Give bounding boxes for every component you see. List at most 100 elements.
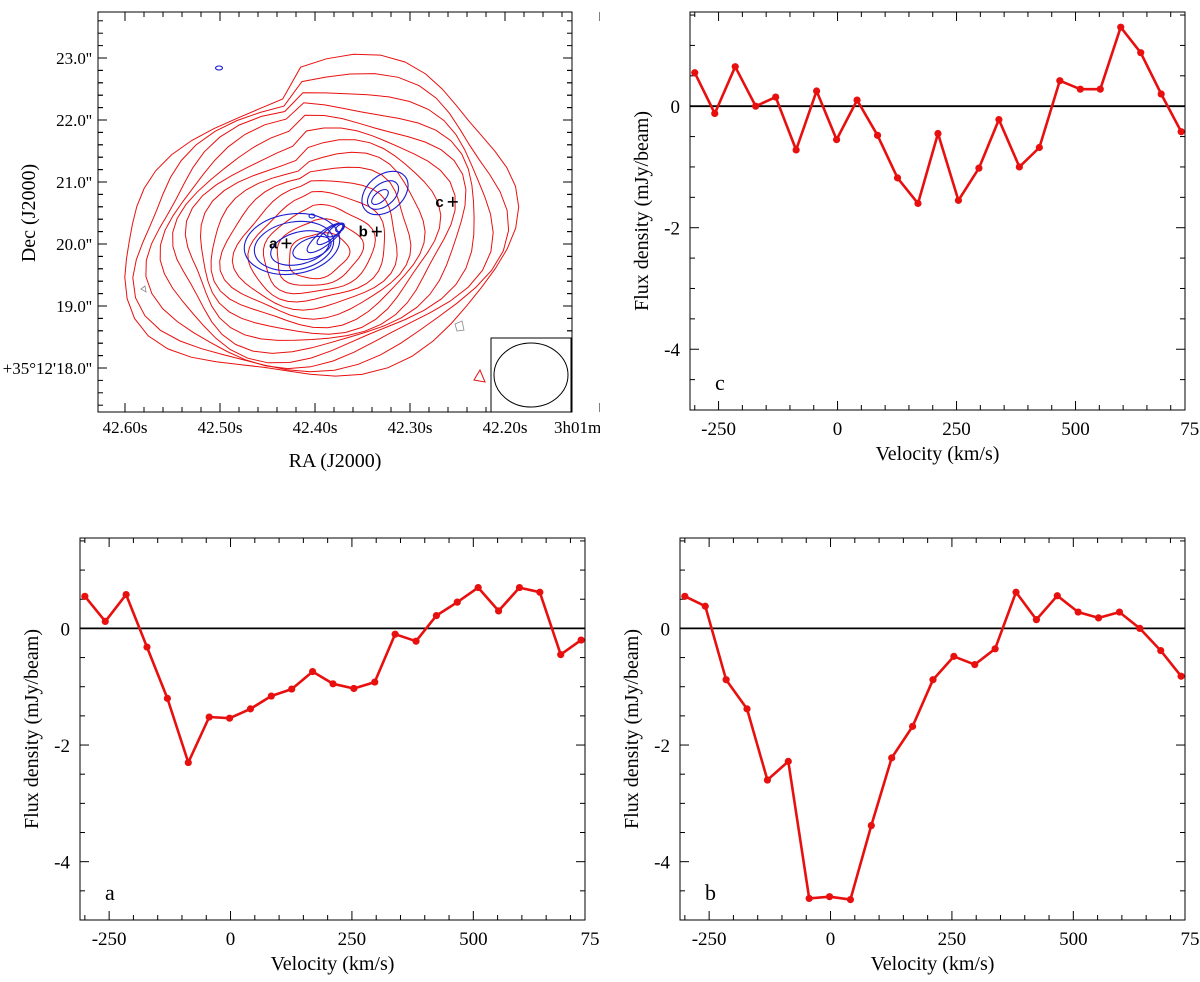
data-point [784,757,792,765]
red-contour [210,151,426,329]
blue-contour [243,213,341,275]
map-x-tick-labels: 42.60s 42.50s 42.40s 42.30s 42.20s 3h01m42.10… [103,418,600,437]
data-point [832,136,841,144]
contour-map: a b c 42.60s 42.50s 42.40s 42.30s 42.20s 3h01m4… [3,11,600,472]
data-point [371,678,379,686]
beam-ellipse [493,342,569,408]
panel-label: c [715,370,725,395]
red-contour [145,92,494,370]
y-axis-label: Flux density (mJy/beam) [621,629,643,829]
y-tick-label: -4 [654,853,670,874]
map-y-tick-label: 23.0'' [56,49,92,68]
x-tick-label: 0 [833,419,843,440]
data-point [681,592,689,600]
data-point [1157,90,1165,98]
data-point [873,131,882,139]
data-point [1032,616,1041,624]
data-point [995,115,1003,124]
data-point [772,93,780,101]
blue-contour [253,220,335,272]
marker-label-b: b [359,224,368,241]
panel-label: b [705,880,716,905]
x-tick-label: 0 [226,929,236,950]
data-point [1177,672,1185,680]
y-tick-label: -2 [664,219,680,240]
red-contour [159,102,475,364]
blue-contour [214,65,224,71]
blue-contour [335,223,345,233]
data-point [329,680,337,688]
data-point [929,676,937,684]
data-point [813,87,821,95]
data-point [805,894,813,903]
data-point [1012,588,1020,596]
position-markers: a b c [269,194,458,252]
spectrum-line [83,586,582,764]
y-tick-label: -2 [654,736,670,757]
data-point [722,676,730,684]
x-axis-label: Velocity (km/s) [271,953,395,975]
data-point [143,643,151,651]
red-contour [219,166,412,320]
map-x-tick-label: 42.30s [388,418,433,437]
y-axis-label: Flux density (mJy/beam) [21,629,43,829]
x-tick-label: 250 [938,929,967,950]
red-contour [132,73,510,373]
data-point [412,637,420,645]
grey-contour [454,320,465,332]
data-point [494,607,503,615]
map-y-axis-label: Dec (J2000) [18,164,40,262]
data-point [515,583,524,592]
red-contour [231,180,398,311]
data-point [432,611,441,620]
data-point [893,174,902,182]
map-y-tick-labels: 23.0'' 22.0'' 21.0'' 20.0'' 19.0'' +35°12'18.… [3,49,92,378]
x-tick-label: 750 [1180,929,1200,950]
data-point [752,102,760,110]
map-y-tick-label: 19.0'' [56,297,92,316]
map-y-tick-label: 20.0'' [56,235,92,254]
data-point [825,893,834,901]
map-y-tick-label: 21.0'' [56,173,92,192]
x-tick-label: 250 [338,929,367,950]
red-contour [262,203,376,295]
plot-frame [79,537,586,921]
x-axis-label: Velocity (km/s) [871,953,995,975]
data-point [101,617,109,625]
x-tick-label: 500 [1059,929,1088,950]
data-point [163,694,172,702]
map-x-tick-label: 42.40s [293,418,338,437]
spectrum-panel-b: -250 0 250 500 750 0 -2 -4 Velocity (km/s) Flux d… [621,537,1200,975]
data-point [792,146,800,154]
blue-contour [292,235,332,261]
data-point [1177,128,1185,136]
panel-label: a [105,880,115,905]
data-point [867,821,875,830]
blue-contour [366,180,400,210]
data-point [1094,614,1103,622]
x-tick-label: 500 [459,929,488,950]
data-point [225,714,234,722]
red-contours [124,53,520,383]
data-point [763,776,772,784]
grey-contour [140,285,147,293]
data-point [577,636,585,644]
data-point [288,685,296,693]
data-point [914,199,922,208]
data-point [846,895,855,904]
y-tick-label: 0 [661,619,671,640]
data-point [1035,143,1043,152]
red-contour [199,139,442,335]
data-point [1015,163,1023,171]
data-point [954,196,963,204]
data-point [908,722,917,730]
data-point [350,684,358,693]
map-y-tick-label: +35°12'18.0'' [3,359,92,378]
data-point [1115,608,1124,616]
data-point [1056,77,1064,85]
data-point [1136,624,1144,632]
plot-frame [689,11,1186,411]
red-contour [288,232,351,280]
data-point [991,645,999,653]
spectrum-panel-c: -250 0 250 500 750 0 -2 -4 Velocity (km/s) Flux d… [631,11,1200,465]
